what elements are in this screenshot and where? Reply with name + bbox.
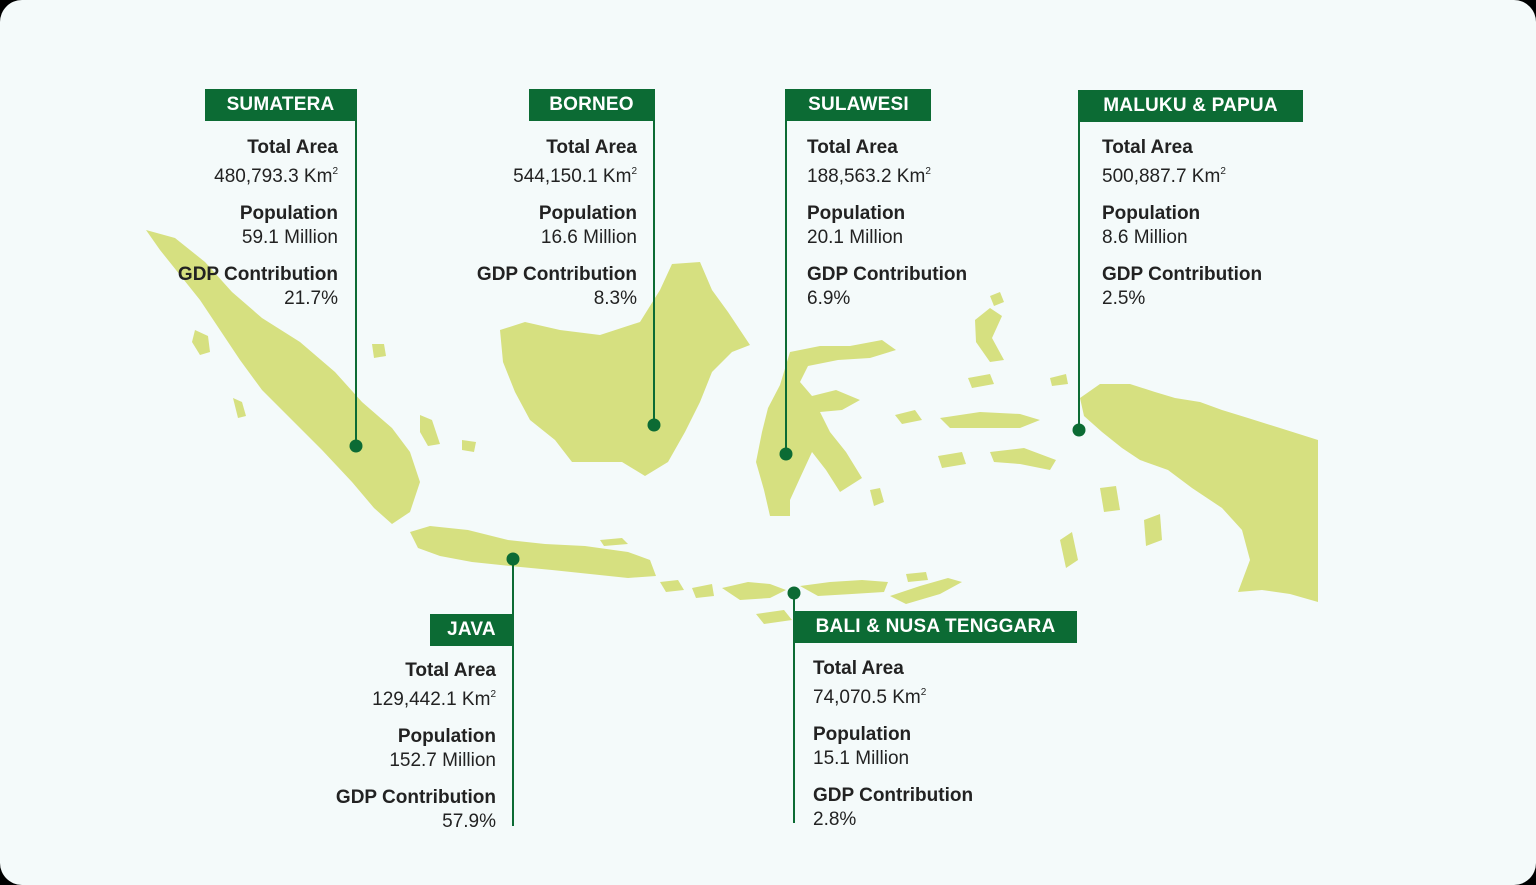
region-stats-maluku-papua: Total Area 500,887.7 Km2 Population 8.6 … xyxy=(1102,136,1322,311)
gdp-label: GDP Contribution xyxy=(335,787,496,808)
landmass-sumatera-islet-4 xyxy=(420,415,440,446)
landmass-seram xyxy=(940,412,1040,428)
region-stats-sumatera: Total Area 480,793.3 Km2 Population 59.1… xyxy=(140,136,338,311)
total-area-value: 544,150.1 Km2 xyxy=(513,166,637,187)
population-value: 16.6 Million xyxy=(540,227,637,248)
landmass-sumbawa xyxy=(722,582,786,600)
leader-line-bali-nt xyxy=(793,593,795,823)
landmass-sumba xyxy=(756,610,792,624)
gdp-value: 57.9% xyxy=(442,811,496,832)
population-label: Population xyxy=(813,724,912,745)
population-value: 59.1 Million xyxy=(241,227,338,248)
leader-line-sumatera xyxy=(355,89,357,446)
landmass-papua-islet-2 xyxy=(1144,514,1162,546)
leader-line-sulawesi xyxy=(785,89,787,454)
gdp-label: GDP Contribution xyxy=(807,264,968,285)
landmass-halmahera xyxy=(975,308,1004,362)
gdp-value: 21.7% xyxy=(284,288,338,309)
total-area-label: Total Area xyxy=(405,660,496,681)
population-label: Population xyxy=(538,203,637,224)
region-stats-java: Total Area 129,442.1 Km2 Population 152.… xyxy=(296,659,496,834)
landmass-flores xyxy=(800,580,888,596)
gdp-value: 6.9% xyxy=(807,288,851,309)
region-badge-sumatera: SUMATERA xyxy=(205,89,356,121)
landmass-lombok xyxy=(692,584,714,598)
landmass-obi xyxy=(968,374,994,388)
population-value: 8.6 Million xyxy=(1102,227,1188,248)
total-area-value: 129,442.1 Km2 xyxy=(372,689,496,710)
region-stats-borneo: Total Area 544,150.1 Km2 Population 16.6… xyxy=(437,136,637,311)
landmass-sumatera-islet-2 xyxy=(233,398,246,418)
gdp-label: GDP Contribution xyxy=(177,264,338,285)
region-stats-bali-nt: Total Area 74,070.5 Km2 Population 15.1 … xyxy=(813,657,1053,832)
landmass-sumatera-islet-5 xyxy=(462,440,476,452)
population-value: 15.1 Million xyxy=(813,748,910,769)
landmass-buton xyxy=(870,488,884,506)
landmass-alor xyxy=(906,572,928,582)
total-area-value: 480,793.3 Km2 xyxy=(214,166,338,187)
landmass-maluku-south-1 xyxy=(938,452,966,468)
landmass-tanimbar xyxy=(1060,532,1078,568)
total-area-label: Total Area xyxy=(1102,137,1193,158)
population-value: 152.7 Million xyxy=(389,750,496,771)
population-value: 20.1 Million xyxy=(807,227,904,248)
landmass-sumatera-islet-1 xyxy=(192,330,210,355)
gdp-label: GDP Contribution xyxy=(1102,264,1263,285)
total-area-value: 74,070.5 Km2 xyxy=(813,687,927,708)
leader-line-maluku-papua xyxy=(1078,90,1080,430)
sumatera-marker-dot xyxy=(349,439,363,453)
region-badge-borneo: BORNEO xyxy=(529,89,654,121)
population-label: Population xyxy=(397,726,496,747)
landmass-timor xyxy=(890,578,962,604)
landmass-sumatera-islet-3 xyxy=(372,344,386,358)
landmass-sulawesi xyxy=(756,340,896,516)
landmass-morotai xyxy=(990,292,1004,306)
landmass-papua-islet-1 xyxy=(1050,374,1068,386)
landmass-papua xyxy=(1080,384,1318,602)
leader-line-java xyxy=(512,559,514,826)
landmass-borneo xyxy=(500,262,750,476)
leader-line-borneo xyxy=(653,89,655,425)
population-label: Population xyxy=(239,203,338,224)
population-label: Population xyxy=(807,203,906,224)
gdp-value: 8.3% xyxy=(593,288,637,309)
total-area-label: Total Area xyxy=(546,137,637,158)
total-area-value: 500,887.7 Km2 xyxy=(1102,166,1226,187)
region-badge-sulawesi: SULAWESI xyxy=(786,89,931,121)
borneo-marker-dot xyxy=(647,418,661,432)
landmass-aru xyxy=(1100,486,1120,512)
total-area-label: Total Area xyxy=(247,137,338,158)
sulawesi-marker-dot xyxy=(779,447,793,461)
total-area-label: Total Area xyxy=(813,658,904,679)
region-badge-bali-nt: BALI & NUSA TENGGARA xyxy=(794,611,1077,643)
total-area-label: Total Area xyxy=(807,137,898,158)
region-badge-maluku-papua: MALUKU & PAPUA xyxy=(1078,90,1303,122)
landmass-java xyxy=(410,526,656,578)
population-label: Population xyxy=(1102,203,1201,224)
gdp-value: 2.8% xyxy=(813,809,857,830)
gdp-label: GDP Contribution xyxy=(813,785,974,806)
maluku-papua-marker-dot xyxy=(1072,423,1086,437)
total-area-value: 188,563.2 Km2 xyxy=(807,166,931,187)
region-badge-java: JAVA xyxy=(430,614,513,646)
region-stats-sulawesi: Total Area 188,563.2 Km2 Population 20.1… xyxy=(807,136,1017,311)
gdp-label: GDP Contribution xyxy=(476,264,637,285)
gdp-value: 2.5% xyxy=(1102,288,1146,309)
landmass-madura xyxy=(600,538,628,546)
landmass-maluku-south-2 xyxy=(990,448,1056,470)
landmass-bali xyxy=(660,580,684,592)
landmass-buru xyxy=(895,410,922,424)
